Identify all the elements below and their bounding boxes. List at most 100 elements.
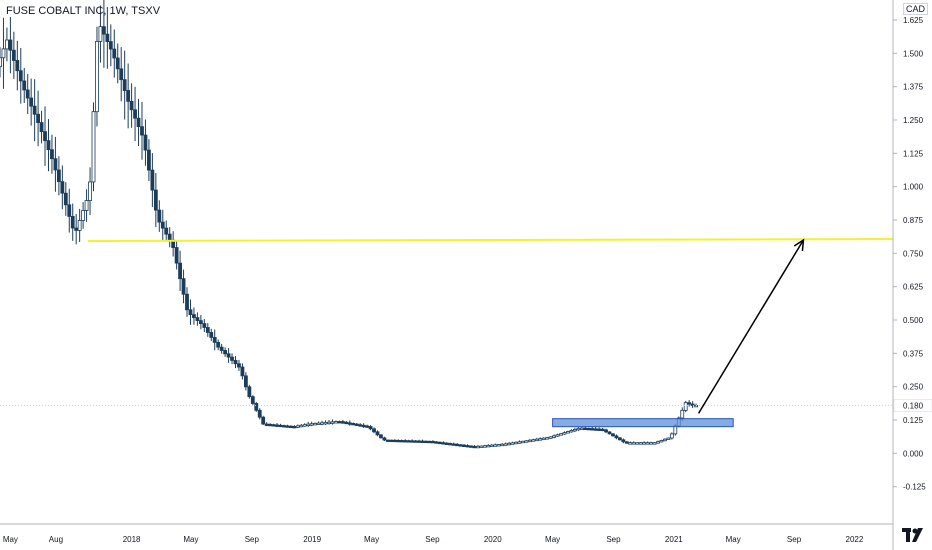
- candle: [282, 424, 286, 428]
- candle-body: [437, 441, 442, 445]
- candle-body: [669, 433, 674, 439]
- candle-body: [597, 428, 602, 431]
- candle: [479, 445, 484, 448]
- candle: [424, 440, 428, 444]
- candlestick-series: [0, 0, 698, 449]
- candle: [559, 433, 563, 436]
- candle-body: [458, 444, 463, 447]
- candle-body: [327, 421, 331, 425]
- candle: [56, 156, 61, 196]
- candle: [368, 425, 373, 431]
- candle-body: [607, 431, 612, 435]
- candle: [192, 307, 196, 325]
- candle-body: [264, 423, 269, 426]
- tradingview-logo-icon[interactable]: [902, 526, 924, 544]
- candle-body: [53, 158, 58, 171]
- candle-body: [486, 445, 491, 448]
- candle-body: [195, 317, 200, 322]
- candle-body: [157, 209, 162, 223]
- candle-body: [559, 433, 563, 436]
- candle: [538, 437, 543, 441]
- last-price-label: 0.180: [903, 401, 924, 410]
- candle-body: [385, 439, 390, 442]
- candle-body: [295, 425, 300, 428]
- last-price-badge: [893, 399, 932, 412]
- candle-body: [192, 314, 196, 318]
- candle: [316, 421, 321, 426]
- candle-body: [576, 427, 581, 431]
- candle-body: [36, 113, 40, 123]
- candle-body: [115, 57, 120, 70]
- candle: [638, 442, 643, 445]
- candle-body: [316, 422, 321, 425]
- candle-body: [680, 409, 685, 419]
- candle-body: [233, 360, 238, 365]
- candle: [624, 440, 629, 444]
- candle: [278, 423, 283, 428]
- candle-body: [344, 421, 349, 425]
- candle: [32, 79, 37, 142]
- candle: [88, 167, 92, 216]
- candle-body: [261, 416, 266, 425]
- time-tick-label: Sep: [425, 535, 440, 544]
- candle: [631, 441, 636, 445]
- candle: [230, 353, 234, 365]
- candle: [396, 439, 401, 443]
- currency-label[interactable]: CAD: [902, 3, 928, 15]
- candle-body: [683, 402, 688, 411]
- candle-body: [427, 440, 432, 444]
- candle: [472, 445, 477, 449]
- candle-body: [410, 440, 415, 443]
- candle: [195, 312, 200, 326]
- candle: [451, 442, 456, 446]
- candle-body: [334, 421, 338, 424]
- candle: [250, 395, 255, 405]
- time-tick-label: 2022: [846, 535, 864, 544]
- candle: [202, 319, 207, 333]
- price-tick-label: 1.625: [903, 16, 924, 25]
- candle-body: [659, 440, 664, 443]
- candle: [642, 441, 647, 445]
- candle: [18, 48, 23, 104]
- candle-body: [479, 445, 484, 448]
- candle-body: [569, 430, 574, 433]
- candle: [112, 29, 117, 78]
- candle: [126, 63, 131, 129]
- candle-body: [185, 293, 189, 311]
- time-tick-label: 2020: [484, 535, 502, 544]
- candle-body: [552, 435, 557, 438]
- candle-body: [635, 442, 640, 445]
- candle: [330, 419, 335, 425]
- candle-body: [430, 440, 435, 444]
- candle: [649, 441, 653, 445]
- candle-body: [489, 444, 494, 448]
- candle: [74, 214, 79, 245]
- candle: [63, 182, 68, 216]
- candle-body: [74, 227, 79, 231]
- candle: [489, 443, 494, 448]
- candle-body: [340, 421, 345, 424]
- candle-body: [566, 431, 570, 434]
- candle: [656, 440, 660, 444]
- candle: [586, 427, 591, 431]
- time-tick-label: Aug: [49, 535, 63, 544]
- candle-body: [147, 149, 151, 171]
- candle-body: [663, 438, 667, 442]
- candle-body: [198, 320, 203, 325]
- candle-body: [212, 337, 217, 343]
- candle: [420, 439, 425, 443]
- candle: [486, 444, 491, 448]
- candle: [108, 24, 113, 67]
- candle: [545, 436, 550, 440]
- time-tick-label: May: [545, 535, 560, 544]
- candle: [185, 287, 189, 317]
- candle-body: [56, 169, 61, 182]
- candle: [569, 429, 574, 433]
- candle: [444, 442, 449, 445]
- candle-body: [406, 440, 411, 443]
- candle: [25, 74, 30, 114]
- candle-body: [105, 33, 110, 43]
- candle-body: [143, 134, 148, 151]
- time-tick-label: May: [183, 535, 198, 544]
